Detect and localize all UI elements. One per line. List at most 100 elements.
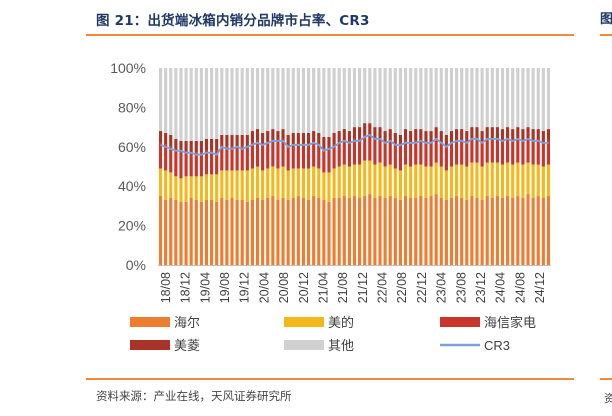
- bar-segment-3-13: [225, 134, 229, 147]
- bar-segment-3-26: [291, 133, 295, 145]
- bar-segment-3-0: [158, 131, 163, 143]
- bar-segment-1-67: [500, 164, 505, 199]
- bar-segment-0-66: [495, 196, 499, 265]
- bar-segment-4-39: [358, 68, 362, 128]
- bar-segment-1-38: [352, 164, 357, 197]
- bar-segment-1-37: [347, 166, 351, 199]
- bar-segment-2-25: [286, 146, 290, 171]
- bar-segment-3-74: [536, 129, 540, 141]
- bar-segment-0-69: [511, 198, 515, 265]
- bar-segment-4-8: [199, 68, 203, 141]
- bar-segment-4-18: [250, 68, 254, 132]
- x-tick-label-11: 22/04: [376, 272, 390, 303]
- bar-segment-3-69: [511, 129, 515, 141]
- bar-segment-1-69: [511, 164, 515, 199]
- bar-segment-4-29: [306, 68, 311, 134]
- bar-segment-4-11: [215, 68, 219, 139]
- bar-segment-1-44: [383, 166, 387, 199]
- bar-segment-4-37: [347, 68, 351, 132]
- bar-segment-2-61: [470, 138, 474, 163]
- bar-segment-0-28: [301, 198, 306, 265]
- bar-segment-3-51: [419, 129, 423, 141]
- bar-segment-2-29: [306, 144, 311, 169]
- bar-segment-0-34: [332, 198, 336, 265]
- y-tick-label-4: 80%: [118, 99, 146, 115]
- bar-segment-3-67: [500, 129, 505, 141]
- bar-segment-1-14: [230, 170, 234, 199]
- legend-swatch-0: [130, 317, 170, 327]
- bar-segment-3-56: [444, 134, 448, 147]
- bar-segment-3-29: [306, 133, 311, 145]
- bar-segment-3-34: [332, 133, 336, 145]
- bar-segment-3-25: [286, 134, 290, 147]
- bar-segment-3-27: [296, 133, 300, 145]
- bar-segment-0-46: [393, 198, 397, 265]
- bar-segment-4-40: [363, 68, 367, 124]
- bar-segment-0-0: [158, 196, 163, 265]
- bar-segment-3-30: [312, 131, 316, 143]
- bar-segment-3-64: [485, 127, 489, 139]
- bar-segment-4-26: [291, 68, 295, 134]
- bar-segment-1-70: [516, 162, 520, 197]
- bar-segment-1-0: [158, 168, 163, 197]
- bar-segment-4-63: [480, 68, 484, 132]
- bar-segment-2-56: [444, 146, 448, 171]
- bar-segment-2-60: [465, 142, 469, 167]
- x-tick-label-10: 21/12: [356, 272, 370, 303]
- bar-segment-0-70: [516, 196, 520, 265]
- bar-segment-4-36: [342, 68, 346, 130]
- bar-segment-1-25: [286, 170, 290, 200]
- legend-swatch-3: [130, 340, 170, 350]
- bar-segment-4-67: [500, 68, 505, 130]
- x-tick-label-15: 23/08: [454, 272, 468, 303]
- bar-segment-4-58: [455, 68, 459, 130]
- legend-label-cr3: CR3: [484, 338, 510, 353]
- bar-segment-1-23: [276, 168, 280, 200]
- bar-segment-2-19: [255, 140, 260, 167]
- bar-segment-4-3: [174, 68, 178, 139]
- bar-segment-0-44: [383, 198, 387, 265]
- x-tick-label-5: 20/04: [257, 272, 271, 303]
- bar-segment-3-57: [449, 131, 454, 143]
- bar-segment-0-14: [230, 198, 234, 265]
- bar-segment-2-26: [291, 144, 295, 169]
- bar-segment-3-73: [531, 129, 535, 141]
- bar-segment-0-12: [220, 198, 224, 265]
- bar-segment-2-51: [419, 140, 423, 165]
- bar-segment-1-13: [225, 170, 229, 200]
- bar-segment-1-1: [164, 170, 168, 200]
- bar-segment-1-45: [388, 164, 392, 197]
- bar-segment-2-35: [337, 142, 341, 167]
- bar-segment-0-53: [429, 196, 433, 265]
- bar-segment-1-2: [169, 172, 173, 199]
- bar-segment-2-72: [526, 138, 530, 163]
- bar-segment-3-60: [465, 131, 469, 143]
- x-tick-label-9: 21/08: [336, 272, 350, 303]
- bar-segment-1-56: [444, 170, 448, 200]
- bar-segment-2-15: [235, 146, 239, 171]
- bar-segment-2-27: [296, 144, 300, 169]
- bar-segment-3-47: [398, 134, 403, 147]
- bar-segment-4-52: [424, 68, 428, 132]
- bar-segment-1-19: [255, 166, 260, 199]
- bar-segment-3-17: [245, 134, 249, 147]
- bar-segment-3-32: [322, 136, 326, 149]
- source-note: 资料来源：产业在线，天风证券研究所: [96, 389, 292, 403]
- bar-segment-1-12: [220, 170, 224, 199]
- bar-segment-0-16: [240, 199, 244, 265]
- bar-segment-0-4: [179, 201, 183, 265]
- bar-segment-4-53: [429, 68, 433, 132]
- bar-segment-2-37: [347, 142, 351, 167]
- x-tick-label-2: 19/04: [198, 272, 212, 303]
- bar-segment-4-51: [419, 68, 423, 130]
- bar-segment-1-9: [204, 174, 209, 200]
- bar-segment-4-4: [179, 68, 183, 141]
- bar-segment-0-8: [199, 201, 203, 265]
- bar-segment-0-47: [398, 199, 403, 265]
- bar-segment-4-12: [220, 68, 224, 135]
- x-tick-label-19: 24/12: [533, 272, 547, 303]
- bar-segment-2-30: [312, 142, 316, 167]
- bar-segment-0-60: [465, 199, 469, 265]
- legend-label-4: 其他: [328, 339, 354, 354]
